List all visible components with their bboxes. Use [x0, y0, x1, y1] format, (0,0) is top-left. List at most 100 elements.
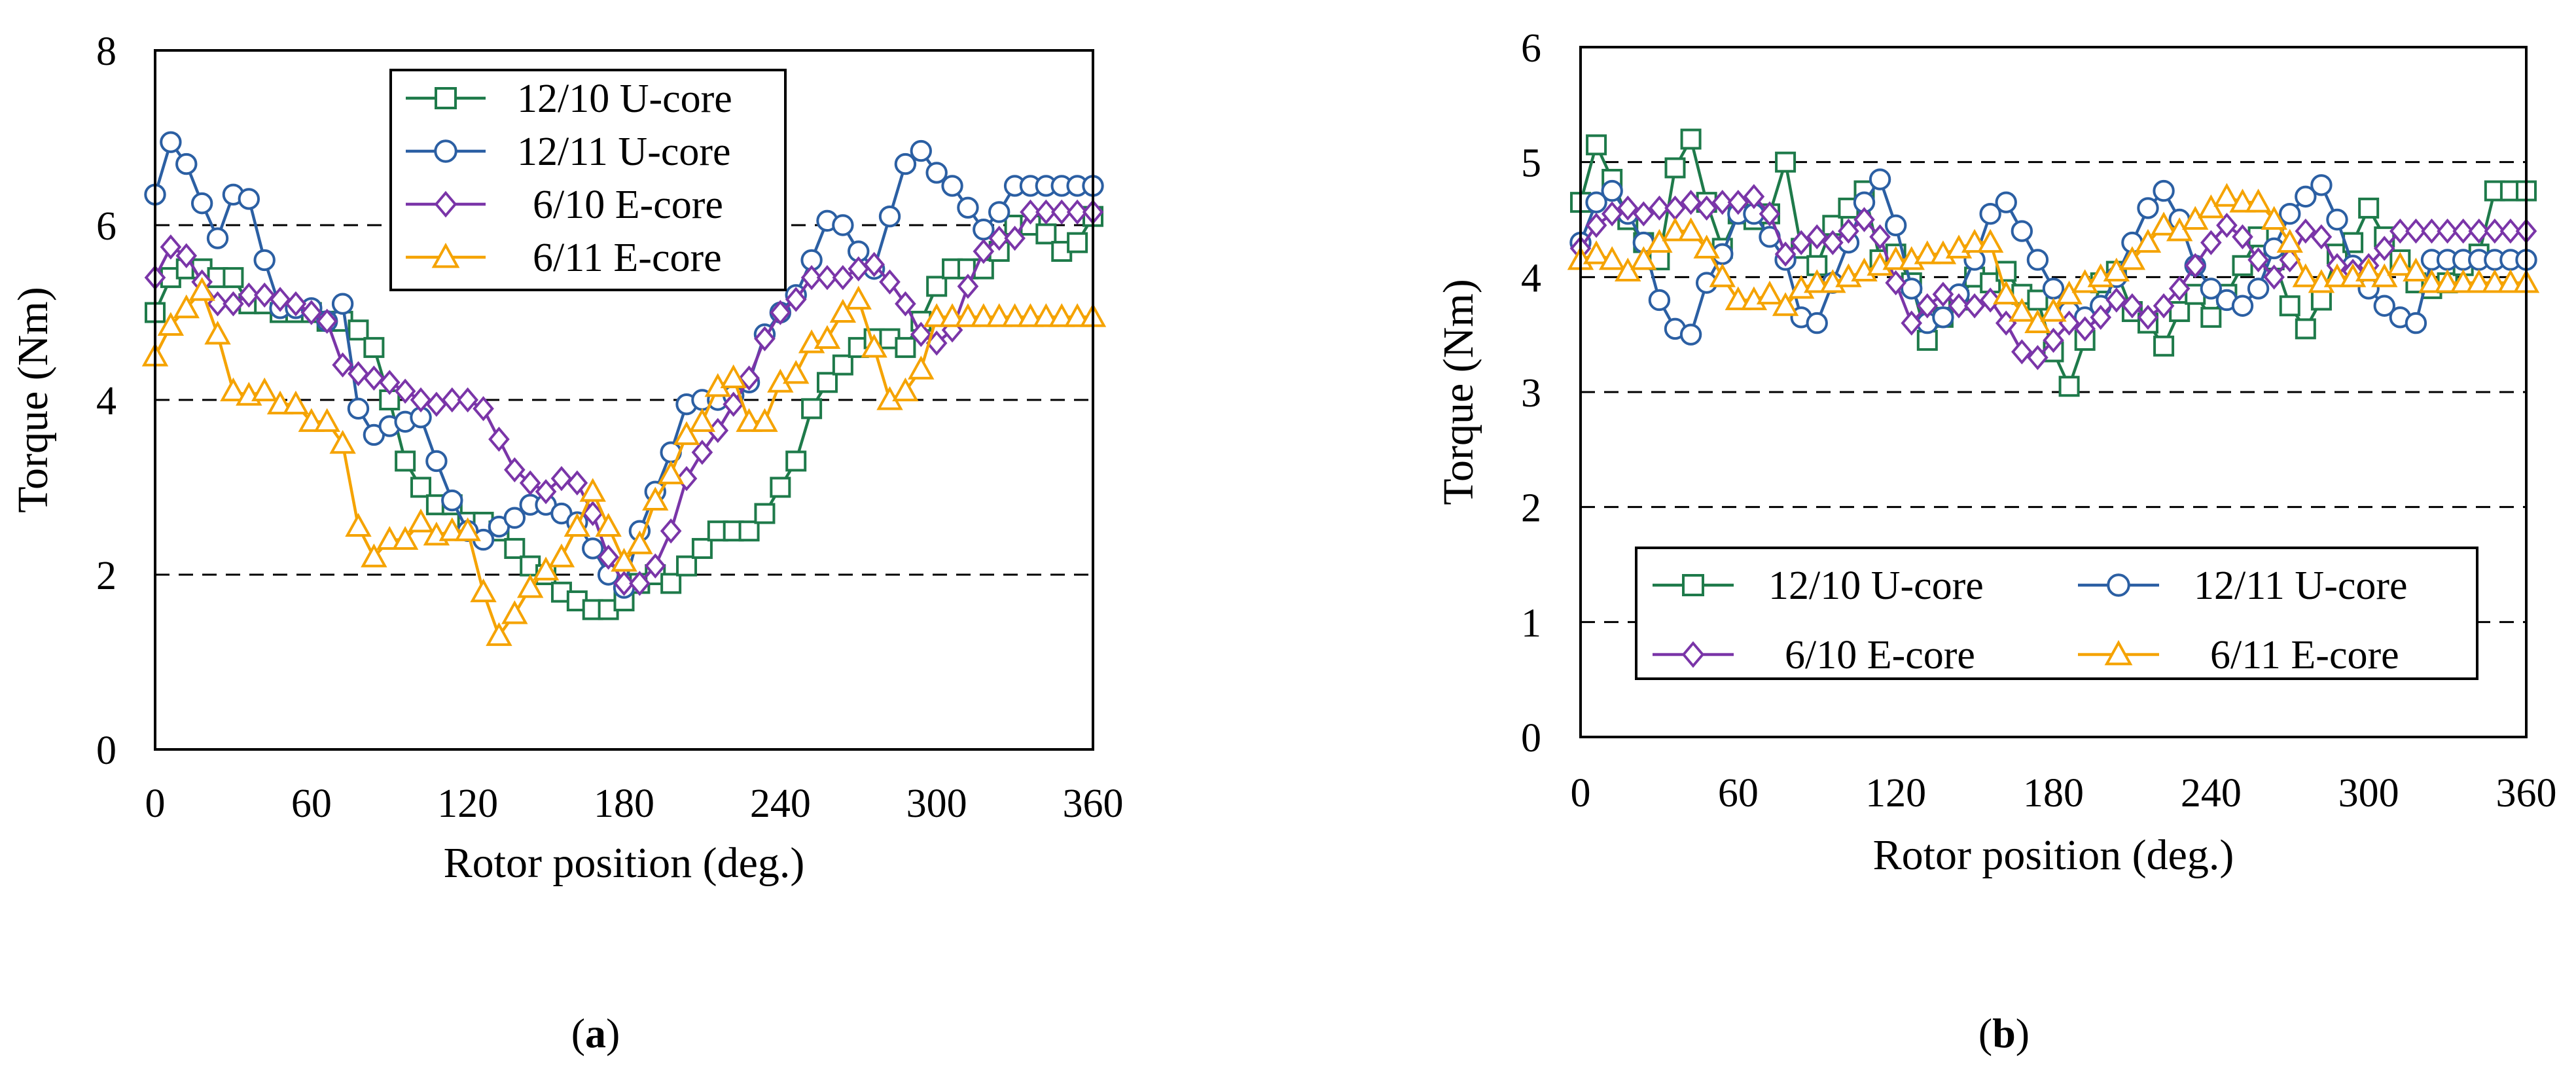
data-point: [1948, 293, 1970, 319]
data-point: [2119, 246, 2146, 270]
data-point: [188, 277, 215, 301]
data-point: [1048, 303, 1075, 327]
data-point: [676, 555, 698, 577]
data-point: [2434, 269, 2461, 293]
data-point: [2009, 298, 2035, 322]
data-point: [1869, 168, 1891, 190]
data-point: [2026, 249, 2049, 271]
data-point: [1648, 289, 1671, 312]
data-point: [2358, 197, 2380, 219]
legend-label: 6/10 E-core: [1785, 633, 1975, 677]
data-point: [1067, 232, 1088, 253]
data-point: [548, 543, 575, 567]
data-point: [845, 285, 872, 310]
data-point: [2198, 194, 2225, 219]
data-point: [517, 574, 544, 598]
data-point: [160, 234, 182, 260]
data-point: [1633, 201, 1655, 226]
data-point: [986, 303, 1012, 327]
data-point: [1679, 323, 1702, 346]
data-point: [691, 537, 713, 559]
data-point: [486, 622, 512, 646]
data-point: [660, 573, 682, 594]
data-point: [720, 364, 747, 389]
data-point: [1885, 270, 1906, 296]
data-point: [2042, 278, 2065, 300]
y-tick-label: 1: [1521, 601, 1541, 645]
x-tick-label: 120: [437, 782, 498, 826]
data-point: [2279, 295, 2300, 317]
legend-entry: 6/11 E-core: [2078, 633, 2399, 677]
data-point: [441, 387, 463, 413]
data-point: [1804, 269, 1831, 293]
legend-entry: 6/10 E-core: [406, 183, 723, 227]
data-point: [582, 501, 604, 526]
data-point: [223, 267, 244, 289]
data-point: [2405, 218, 2427, 244]
data-point: [2481, 269, 2509, 293]
data-point: [223, 291, 244, 317]
data-point: [2200, 278, 2223, 300]
data-point: [957, 274, 979, 299]
data-point: [1790, 230, 1812, 255]
x-tick-label: 300: [2338, 771, 2399, 816]
data-point: [598, 545, 619, 570]
data-point: [1601, 179, 1623, 202]
data-point: [1901, 310, 1923, 336]
data-point: [800, 264, 823, 291]
data-point: [206, 227, 229, 249]
data-point: [2465, 269, 2492, 293]
plot-frame: [154, 49, 1094, 751]
data-point: [2263, 264, 2285, 290]
data-point: [2150, 211, 2177, 236]
data-point: [2499, 218, 2522, 244]
data-point: [457, 387, 478, 413]
data-point: [660, 518, 682, 544]
x-tick-label: 120: [1865, 771, 1926, 816]
legend: 12/10 U-core 12/11 U-core 6/10 E-core 6/11 …: [1635, 547, 2478, 680]
data-point: [2468, 218, 2490, 244]
data-point: [1725, 286, 1752, 310]
data-point: [611, 548, 637, 572]
data-point: [1772, 292, 1799, 316]
data-point: [504, 537, 526, 559]
data-point: [879, 269, 901, 295]
data-point: [1961, 228, 1988, 253]
data-point: [832, 214, 854, 236]
data-point: [723, 391, 744, 417]
data-point: [954, 303, 982, 327]
data-point: [1035, 199, 1057, 225]
data-point: [2184, 253, 2206, 278]
data-point: [2168, 276, 2191, 302]
data-point: [751, 408, 778, 432]
legend-marker: [434, 190, 457, 218]
data-point: [908, 355, 935, 380]
data-point: [895, 336, 916, 358]
y-tick-label: 4: [96, 379, 116, 423]
data-point: [2232, 224, 2253, 250]
data-point: [1680, 128, 1702, 150]
y-tick-label: 6: [1521, 26, 1541, 71]
data-point: [1932, 281, 1954, 307]
data-point: [438, 517, 465, 541]
data-point: [2450, 269, 2477, 293]
chart-a: 0 2 4 6 8 0 60 120 180 240 300 360 Rotor position (d…: [9, 29, 1124, 887]
data-point: [1064, 303, 1091, 327]
data-point: [363, 365, 385, 391]
data-point: [175, 243, 198, 268]
data-point: [1869, 224, 1891, 250]
data-point: [410, 476, 432, 498]
data-point: [313, 408, 340, 432]
data-point: [238, 282, 260, 308]
data-point: [2389, 218, 2411, 244]
x-tick-label: 360: [2496, 771, 2557, 816]
data-point: [785, 450, 807, 472]
data-point: [2105, 287, 2128, 313]
data-point: [2484, 218, 2506, 244]
data-point: [2166, 217, 2193, 242]
data-point: [535, 478, 557, 505]
data-point: [939, 303, 966, 327]
data-point: [173, 294, 200, 319]
data-point: [1743, 184, 1765, 209]
legend-label: 12/11 U-core: [517, 130, 731, 174]
